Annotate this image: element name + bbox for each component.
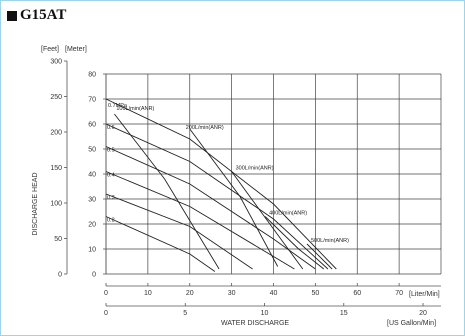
feet-tick-label: 200: [50, 130, 62, 137]
x-secondary-tick-label: 5: [183, 310, 187, 317]
x-unit-secondary: [US Gallon/Min]: [387, 320, 436, 327]
x-primary-tick-label: 40: [270, 290, 278, 297]
feet-tick-label: 50: [54, 236, 62, 243]
feet-tick-label: 0: [58, 272, 62, 279]
meter-tick-label: 50: [88, 147, 96, 154]
pressure-curve-label: 0.5: [107, 148, 115, 154]
pressure-curve-line: [105, 171, 295, 270]
x-secondary-tick-label: 20: [419, 310, 427, 317]
meter-tick-label: 30: [88, 197, 96, 204]
meter-tick-label: 80: [88, 72, 96, 79]
x-primary-tick-label: 20: [186, 290, 194, 297]
air-curve-label: 400L/min(ANR): [269, 211, 307, 217]
air-curve-label: 300L/min(ANR): [236, 166, 274, 172]
air-curve-label: 500L/min(ANR): [311, 238, 349, 244]
x-secondary-tick-label: 15: [340, 310, 348, 317]
page-title: G15AT: [7, 7, 66, 24]
air-curve-label: 200L/min(ANR): [186, 125, 224, 131]
title-square-icon: [7, 10, 17, 21]
pressure-curve-label: 0.3: [107, 195, 115, 201]
x-primary-tick-label: 30: [228, 290, 236, 297]
y-axis-title: DISCHARGE HEAD: [32, 172, 39, 235]
meter-tick-label: 0: [92, 272, 96, 279]
x-primary-tick-label: 70: [395, 290, 403, 297]
x-axis-title: WATER DISCHARGE: [221, 320, 289, 327]
meter-tick-label: 70: [88, 97, 96, 104]
pressure-curve-line: [105, 123, 329, 270]
air-curve-line: [264, 216, 325, 270]
pressure-curve-label: 0.2: [107, 218, 115, 224]
x-secondary-tick-label: 10: [261, 310, 269, 317]
pressure-curve-label: 0.7MPa: [108, 103, 128, 109]
air-curve-line: [306, 243, 333, 270]
meter-tick-label: 60: [88, 122, 96, 129]
pressure-curve-line: [105, 216, 216, 272]
title-text: G15AT: [20, 7, 67, 23]
meter-tick-label: 20: [88, 222, 96, 229]
pressure-curve-label: 0.6: [107, 125, 115, 131]
y-unit-left: [Feet]: [41, 46, 59, 53]
feet-tick-label: 100: [50, 201, 62, 208]
air-curve-line: [189, 128, 279, 267]
air-curve-line: [114, 113, 220, 270]
x-unit-primary: [Liter/Min]: [409, 291, 440, 298]
feet-tick-label: 300: [50, 59, 62, 66]
x-primary-tick-label: 10: [144, 290, 152, 297]
x-secondary-tick-label: 0: [104, 310, 108, 317]
feet-tick-label: 150: [50, 165, 62, 172]
pressure-curve-label: 0.4: [107, 173, 115, 179]
meter-tick-label: 40: [88, 172, 96, 179]
pressure-curve-line: [105, 193, 253, 270]
feet-tick-label: 250: [50, 94, 62, 101]
x-primary-tick-label: 50: [311, 290, 319, 297]
x-primary-tick-label: 0: [104, 290, 108, 297]
meter-tick-label: 10: [88, 247, 96, 254]
air-curve-label: 100L/min(ANR): [116, 106, 154, 112]
y-unit-right: [Meter]: [65, 46, 87, 53]
x-primary-tick-label: 60: [353, 290, 361, 297]
pressure-curve-line: [105, 146, 316, 270]
air-curve-line: [231, 171, 304, 270]
